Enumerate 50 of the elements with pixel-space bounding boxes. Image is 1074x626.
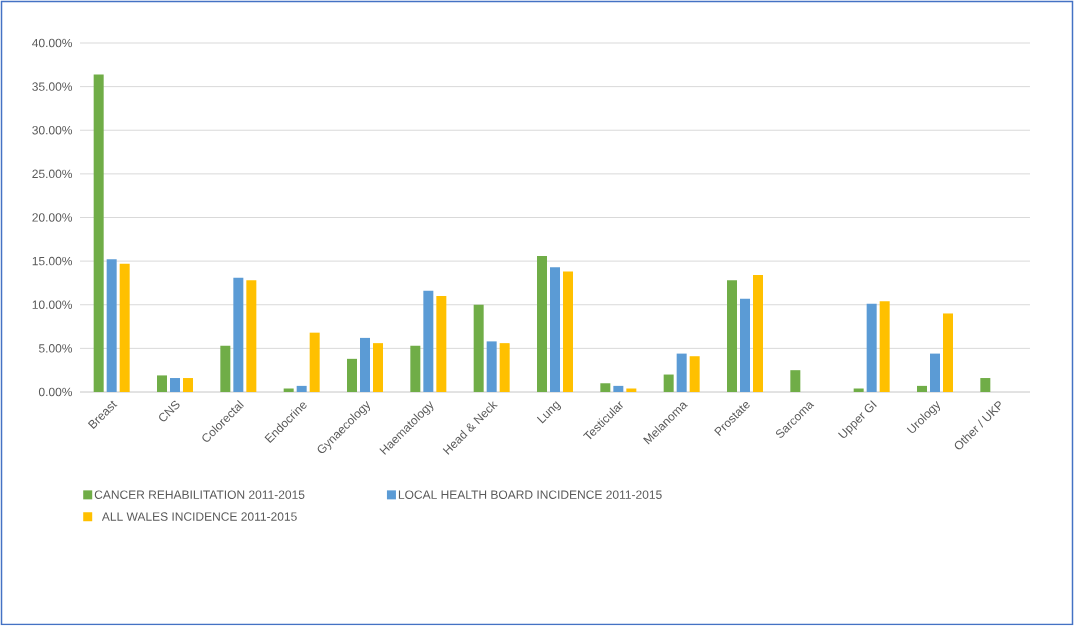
bar <box>360 337 371 392</box>
y-tick-label: 25.00% <box>32 169 73 179</box>
bar <box>233 277 244 392</box>
y-tick-label: 15.00% <box>32 256 73 266</box>
bar <box>423 290 434 392</box>
bar <box>119 263 130 392</box>
bar <box>220 345 231 392</box>
bar <box>410 345 421 392</box>
bar <box>436 296 447 392</box>
bar <box>866 303 877 392</box>
bar <box>943 313 953 392</box>
bar <box>613 385 624 392</box>
bar <box>347 358 358 392</box>
bar <box>473 304 484 392</box>
bar <box>296 385 307 392</box>
y-tick-label: 0.00% <box>38 387 73 397</box>
bar <box>663 374 674 392</box>
legend-label: CANCER REHABILITATION 2011-2015 <box>94 490 305 499</box>
bar <box>727 280 737 392</box>
bar <box>930 353 940 392</box>
bar <box>246 280 257 392</box>
legend-label: ALL WALES INCIDENCE 2011-2015 <box>101 512 297 521</box>
bar <box>499 343 510 392</box>
bar <box>676 353 687 392</box>
bar <box>537 255 548 392</box>
bar <box>790 370 801 392</box>
bar <box>486 341 497 392</box>
bar <box>550 267 560 392</box>
bar <box>753 275 763 392</box>
bar <box>93 74 104 392</box>
bar <box>980 378 991 392</box>
bar <box>689 356 700 392</box>
y-tick-label: 40.00% <box>32 38 73 48</box>
y-tick-label: 5.00% <box>38 344 73 353</box>
bar <box>309 332 320 392</box>
legend-label: LOCAL HEALTH BOARD INCIDENCE 2011-2015 <box>398 490 662 499</box>
bar <box>879 301 890 392</box>
y-tick-label: 10.00% <box>32 300 73 309</box>
bar <box>183 378 194 392</box>
bar <box>600 383 611 392</box>
bar <box>170 378 181 392</box>
bar <box>373 343 384 392</box>
y-tick-label: 30.00% <box>32 126 73 135</box>
y-tick-label: 35.00% <box>32 82 73 91</box>
y-tick-label: 20.00% <box>32 213 73 222</box>
bar <box>740 298 750 392</box>
bar <box>106 259 117 392</box>
bar <box>917 385 927 392</box>
bar <box>563 271 574 392</box>
bar <box>157 375 168 392</box>
